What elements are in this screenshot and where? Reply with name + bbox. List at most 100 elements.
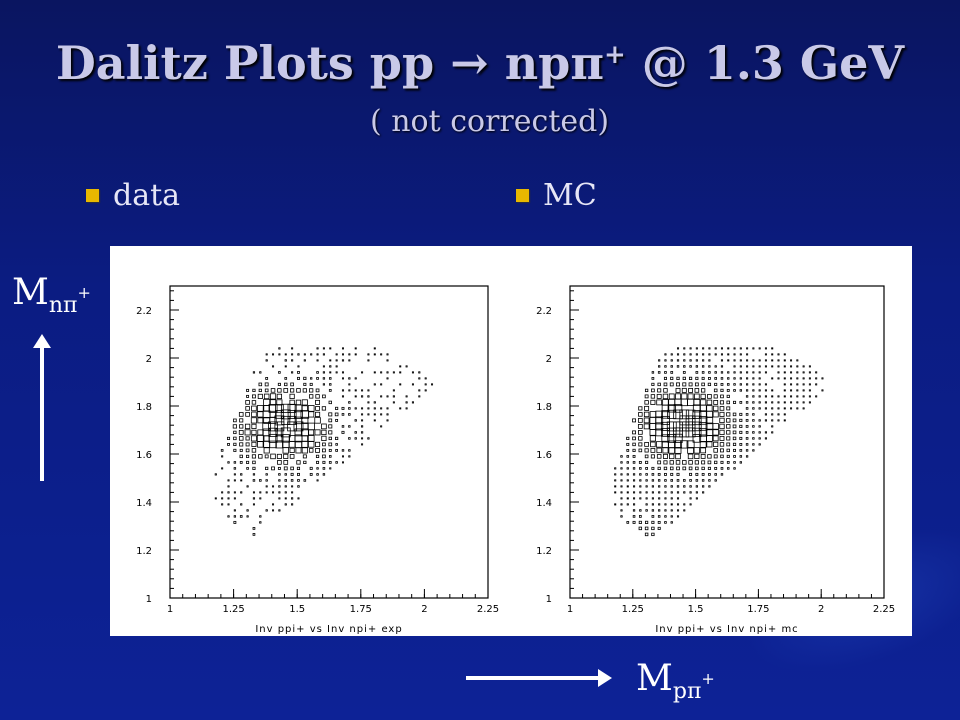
data-box <box>239 454 243 459</box>
data-box <box>664 359 667 362</box>
data-box <box>668 393 675 400</box>
data-box <box>719 406 725 411</box>
data-box <box>392 395 395 398</box>
data-box <box>284 503 287 506</box>
data-box <box>614 473 617 476</box>
data-box <box>670 371 674 374</box>
data-box <box>651 388 655 393</box>
data-box <box>692 427 702 438</box>
data-box <box>316 353 319 356</box>
data-box <box>688 376 693 380</box>
data-box <box>777 353 780 356</box>
data-box <box>708 479 711 482</box>
data-box <box>620 491 623 494</box>
data-box <box>303 359 306 362</box>
data-box <box>676 382 680 387</box>
data-box <box>821 377 824 380</box>
data-box <box>335 418 339 422</box>
data-box <box>315 388 320 393</box>
data-box <box>670 491 673 494</box>
data-box <box>685 427 696 438</box>
data-box <box>692 415 702 426</box>
data-box <box>246 485 249 488</box>
data-box <box>661 415 670 425</box>
data-box <box>692 404 701 413</box>
data-box <box>758 371 761 374</box>
data-box <box>739 377 742 380</box>
data-box <box>329 383 332 386</box>
data-box <box>271 466 275 471</box>
data-box <box>275 404 284 413</box>
data-box <box>790 389 793 392</box>
data-box <box>633 497 636 500</box>
data-box <box>626 521 630 524</box>
data-box <box>367 407 370 410</box>
data-box <box>322 383 325 386</box>
data-box <box>276 393 283 400</box>
data-box <box>664 521 667 524</box>
data-box <box>380 371 383 374</box>
data-box <box>695 472 699 476</box>
data-box <box>676 365 680 368</box>
data-box <box>259 371 262 374</box>
data-box <box>733 371 736 374</box>
data-box <box>316 479 319 482</box>
data-box <box>373 371 376 374</box>
data-box <box>328 436 332 441</box>
data-box <box>732 442 737 446</box>
data-box <box>380 383 383 386</box>
data-box <box>307 441 315 448</box>
data-box <box>354 395 357 398</box>
data-box <box>666 427 677 438</box>
data-box <box>676 472 680 476</box>
data-box <box>683 359 686 362</box>
data-box <box>758 431 761 434</box>
data-box <box>657 460 662 465</box>
data-box <box>283 460 289 465</box>
data-box <box>701 371 705 374</box>
x-tick-label: 1.5 <box>289 604 305 615</box>
data-box <box>658 365 661 368</box>
data-box <box>308 429 315 436</box>
title-tail: @ 1.3 GeV <box>625 36 905 90</box>
data-box <box>758 407 761 410</box>
data-box <box>726 400 731 405</box>
data-box <box>268 421 278 432</box>
data-box <box>341 359 345 362</box>
data-box <box>632 454 636 458</box>
data-box <box>695 479 699 482</box>
data-box <box>644 526 649 531</box>
data-box <box>746 353 749 356</box>
data-box <box>676 479 680 482</box>
data-box <box>752 449 755 452</box>
data-box <box>649 422 657 430</box>
data-box <box>411 401 414 404</box>
data-box <box>256 434 264 442</box>
y-label-sub: nπ+ <box>49 283 91 318</box>
data-box <box>714 371 717 374</box>
data-box <box>745 389 749 392</box>
data-box <box>335 365 338 368</box>
data-box <box>614 479 617 482</box>
data-box <box>275 434 284 443</box>
data-box <box>673 433 683 443</box>
data-box <box>670 359 673 362</box>
data-box <box>278 371 281 374</box>
data-box <box>771 407 774 410</box>
data-box <box>341 430 345 434</box>
data-box <box>694 393 700 400</box>
data-box <box>257 417 264 424</box>
data-box <box>693 399 701 406</box>
data-box <box>297 371 300 374</box>
data-box <box>802 389 805 392</box>
data-box <box>758 365 761 368</box>
data-box <box>272 509 275 512</box>
data-box <box>380 425 383 428</box>
data-box <box>664 515 667 518</box>
data-box <box>670 376 674 380</box>
data-box <box>656 447 662 454</box>
data-box <box>701 376 705 380</box>
x-label-sub: pπ+ <box>673 669 715 704</box>
data-box <box>695 353 698 356</box>
data-box <box>651 515 655 518</box>
